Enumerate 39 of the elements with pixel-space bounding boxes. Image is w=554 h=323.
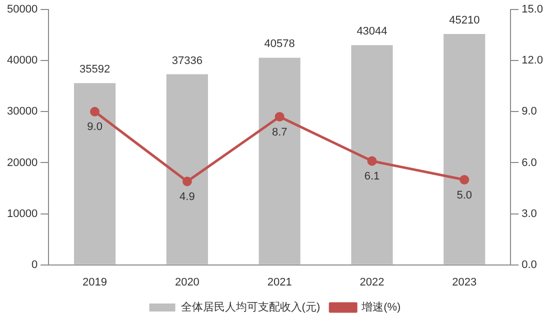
data-label: 4.9 (180, 190, 195, 203)
x-tick-label: 2019 (82, 276, 108, 288)
point (182, 176, 192, 186)
data-label: 45210 (449, 14, 480, 27)
y-tick-label: 30000 (6, 106, 38, 118)
bar (444, 34, 486, 264)
bar (258, 58, 300, 264)
y-tick-label: 40000 (6, 54, 38, 67)
legend-label: 增速(%) (360, 300, 401, 314)
legend-label: 全体居民人均可支配收入(元) (180, 300, 320, 314)
data-label: 37336 (172, 54, 202, 67)
y2-tick-label: 6.0 (522, 156, 537, 169)
point (367, 156, 377, 166)
point (274, 112, 284, 122)
bar (166, 74, 208, 264)
data-label: 5.0 (456, 189, 472, 202)
y2-tick-label: 12.0 (522, 54, 544, 67)
y2-tick-label: 3.0 (522, 208, 537, 220)
y-tick-label: 10000 (6, 208, 38, 220)
x-tick-label: 2020 (174, 276, 200, 288)
y2-tick-label: 9.0 (522, 106, 537, 118)
x-tick-label: 2022 (360, 276, 384, 288)
y-tick-label: 20000 (6, 156, 38, 169)
bar (351, 45, 393, 264)
y-tick-label: 50000 (6, 4, 38, 16)
y2-tick-label: 15.0 (522, 4, 544, 16)
point (460, 174, 470, 184)
data-label: 43044 (356, 26, 388, 38)
data-label: 8.7 (272, 126, 288, 138)
bar (74, 83, 116, 264)
data-label: 40578 (264, 38, 295, 50)
y-tick-label: 0 (31, 258, 38, 271)
data-label: 6.1 (364, 170, 380, 183)
data-label: 35592 (79, 64, 110, 76)
y2-tick-label: 0.0 (522, 258, 537, 271)
data-label: 9.0 (87, 121, 102, 134)
point (90, 106, 100, 116)
x-tick-label: 2023 (452, 276, 477, 288)
x-tick-label: 2021 (267, 276, 292, 288)
